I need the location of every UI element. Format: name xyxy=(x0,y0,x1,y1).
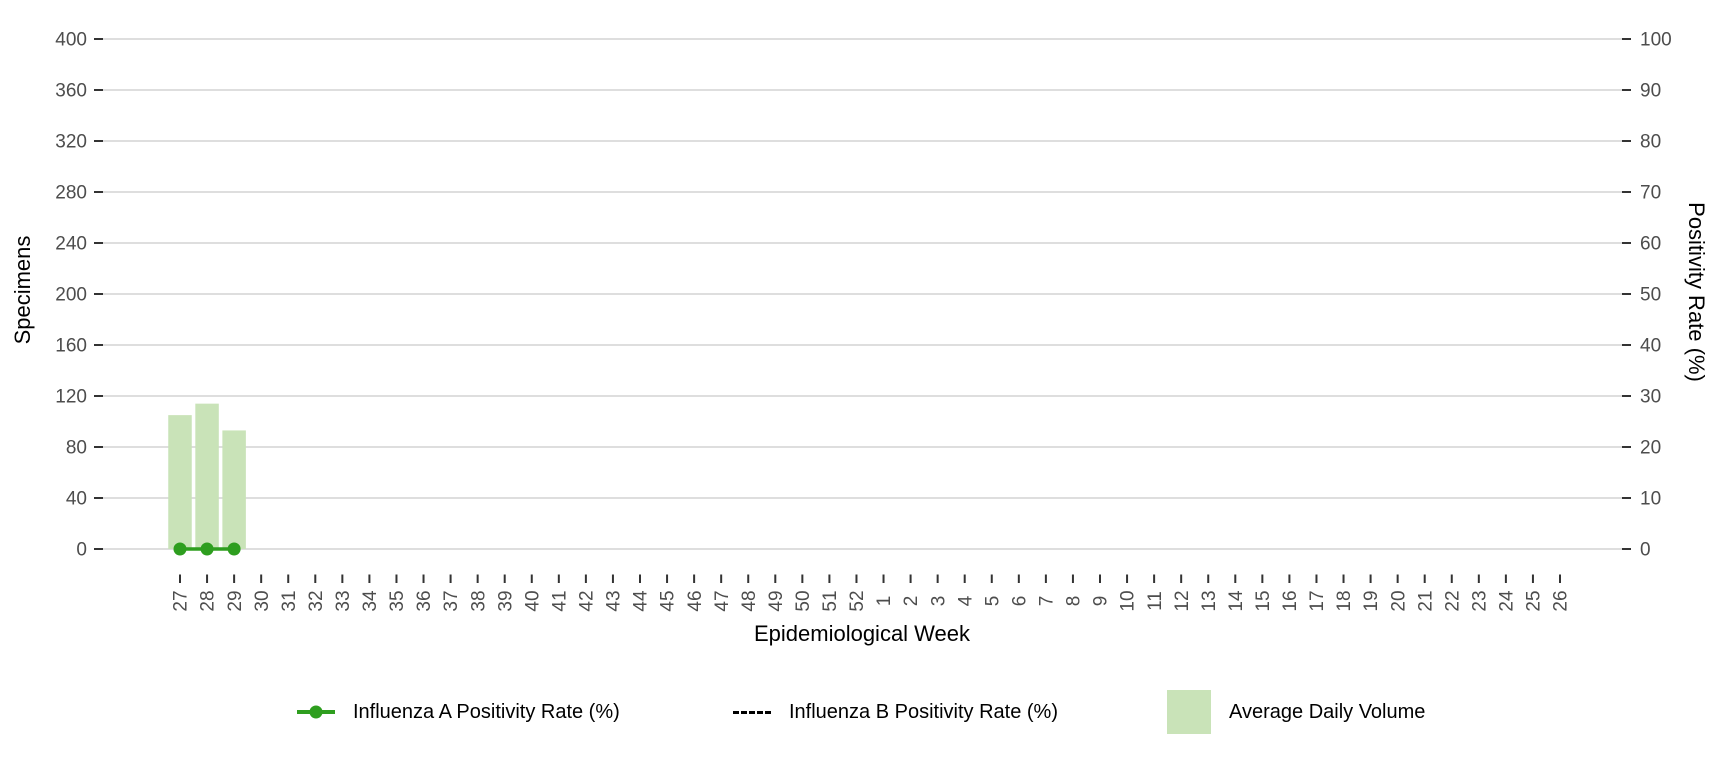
x-axis-tick-label: 20 xyxy=(1388,590,1409,611)
x-axis-tick-label: 42 xyxy=(577,590,598,611)
x-axis-tick-label: 7 xyxy=(1037,596,1058,607)
x-axis-tick-label: 37 xyxy=(441,590,462,611)
left-axis-title: Specimens xyxy=(10,235,35,345)
left-axis-tick-label: 280 xyxy=(55,183,87,204)
x-axis-tick-label: 9 xyxy=(1091,596,1112,607)
x-axis-tick-label: 3 xyxy=(928,596,949,607)
right-axis-tick-label: 60 xyxy=(1640,234,1661,255)
bar xyxy=(222,430,246,549)
x-axis-tick-label: 41 xyxy=(549,590,570,611)
x-axis-tick-label: 36 xyxy=(414,590,435,611)
right-axis-tick-label: 100 xyxy=(1640,30,1672,51)
x-axis-tick-label: 47 xyxy=(712,590,733,611)
x-axis-title: Epidemiological Week xyxy=(753,621,971,646)
x-axis-tick-label: 24 xyxy=(1497,590,1518,612)
x-axis-tick-label: 31 xyxy=(279,590,300,611)
x-axis-tick-label: 52 xyxy=(847,590,868,611)
left-axis-tick-label: 400 xyxy=(55,30,87,51)
x-axis-tick-label: 2 xyxy=(901,596,922,607)
x-axis-tick-label: 6 xyxy=(1009,596,1030,607)
right-axis-tick-label: 80 xyxy=(1640,132,1661,153)
x-axis-tick-label: 16 xyxy=(1280,590,1301,611)
x-axis-tick-label: 29 xyxy=(225,590,246,611)
x-axis-tick-label: 22 xyxy=(1442,590,1463,611)
x-axis-tick-label: 38 xyxy=(468,590,489,611)
data-point xyxy=(227,542,241,556)
x-axis-tick-label: 28 xyxy=(198,590,219,611)
left-axis-tick-label: 240 xyxy=(55,234,87,255)
x-axis-tick-label: 5 xyxy=(982,596,1003,607)
x-axis-tick-label: 15 xyxy=(1253,590,1274,611)
x-axis-tick-label: 35 xyxy=(387,590,408,611)
x-axis-tick-label: 46 xyxy=(685,590,706,611)
x-axis-tick-label: 11 xyxy=(1145,591,1166,611)
influenza-a-line xyxy=(173,542,241,556)
x-axis-tick-label: 14 xyxy=(1226,590,1247,612)
x-axis-tick-label: 40 xyxy=(522,590,543,611)
left-axis-tick-label: 80 xyxy=(66,438,87,459)
right-axis-tick-label: 20 xyxy=(1640,438,1661,459)
left-axis-tick-label: 360 xyxy=(55,81,87,102)
right-axis-tick-label: 10 xyxy=(1640,489,1661,510)
x-axis-tick-label: 30 xyxy=(252,590,273,611)
x-axis-tick-label: 33 xyxy=(333,590,354,611)
average-daily-volume-bars xyxy=(168,403,246,549)
x-axis-tick-label: 8 xyxy=(1064,596,1085,607)
x-axis-tick-label: 23 xyxy=(1469,590,1490,611)
x-axis-tick-label: 49 xyxy=(766,590,787,611)
x-axis-tick-label: 10 xyxy=(1118,590,1139,611)
right-axis-tick-label: 70 xyxy=(1640,183,1661,204)
left-axis-tick-label: 160 xyxy=(55,336,87,357)
right-axis-tick-label: 90 xyxy=(1640,81,1661,102)
axis-tick-marks xyxy=(94,38,1631,583)
x-axis-tick-label: 34 xyxy=(360,590,381,612)
bar xyxy=(195,403,219,549)
x-axis-tick-label: 48 xyxy=(739,590,760,611)
x-axis-tick-label: 50 xyxy=(793,590,814,611)
right-axis-tick-label: 50 xyxy=(1640,285,1661,306)
x-axis-tick-label: 13 xyxy=(1199,590,1220,611)
x-axis-tick-label: 43 xyxy=(604,590,625,611)
x-axis-tick-label: 12 xyxy=(1172,590,1193,611)
x-axis-tick-label: 26 xyxy=(1551,590,1572,611)
x-axis-tick-label: 18 xyxy=(1334,590,1355,611)
right-axis-tick-label: 0 xyxy=(1640,540,1651,561)
bar xyxy=(168,415,192,549)
right-axis-tick-label: 40 xyxy=(1640,336,1661,357)
left-axis-tick-label: 40 xyxy=(66,489,87,510)
left-axis-tick-label: 320 xyxy=(55,132,87,153)
x-axis-tick-label: 1 xyxy=(874,596,895,607)
x-axis-tick-label: 25 xyxy=(1524,590,1545,611)
x-axis-tick-label: 39 xyxy=(495,590,516,611)
x-axis-tick-label: 32 xyxy=(306,590,327,611)
left-axis-tick-label: 0 xyxy=(76,540,87,561)
x-axis-tick-label: 51 xyxy=(820,590,841,611)
x-axis-tick-label: 27 xyxy=(171,590,192,611)
data-point xyxy=(173,542,187,556)
x-axis-tick-label: 45 xyxy=(658,590,679,611)
x-axis-tick-label: 17 xyxy=(1307,590,1328,611)
x-axis-tick-label: 44 xyxy=(631,590,652,612)
data-point xyxy=(200,542,214,556)
right-axis-tick-label: 30 xyxy=(1640,387,1661,408)
x-axis-tick-label: 19 xyxy=(1361,590,1382,611)
left-axis-tick-label: 200 xyxy=(55,285,87,306)
axis-tick-labels: 0408012016020024028032036040001020304050… xyxy=(55,30,1671,612)
gridlines xyxy=(103,38,1622,550)
right-axis-title: Positivity Rate (%) xyxy=(1684,202,1709,382)
left-axis-tick-label: 120 xyxy=(55,387,87,408)
x-axis-tick-label: 21 xyxy=(1415,590,1436,611)
x-axis-tick-label: 4 xyxy=(955,595,976,606)
